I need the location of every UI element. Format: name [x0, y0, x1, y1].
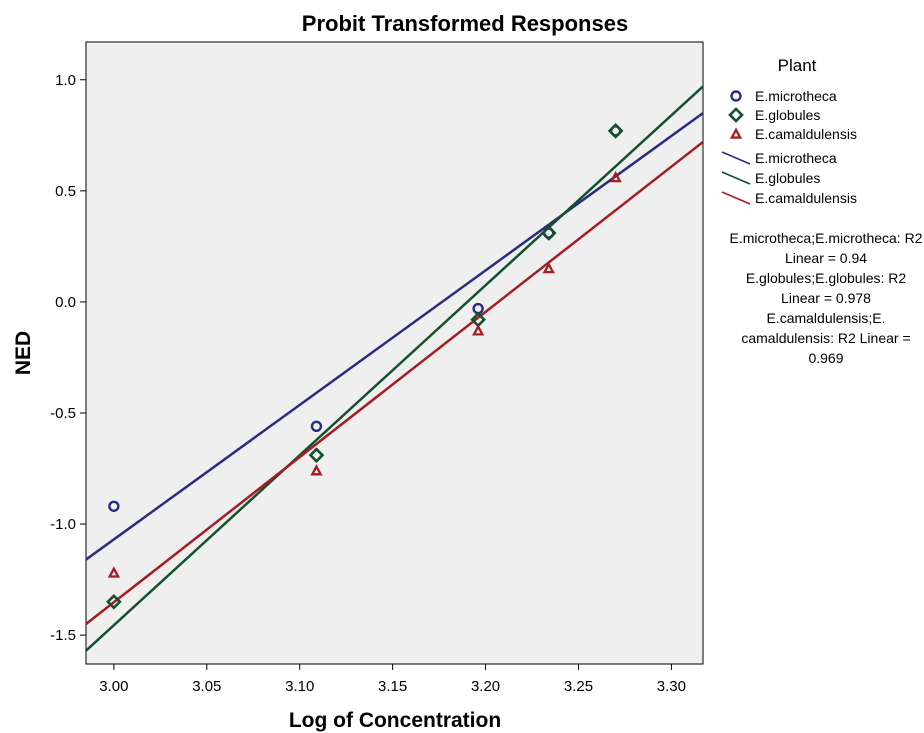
legend-line-label: E.camaldulensis: [755, 190, 857, 206]
legend-line-label: E.globules: [755, 170, 820, 186]
x-tick-label: 3.30: [657, 678, 686, 695]
legend-line-swatch: [721, 171, 751, 185]
legend-title: Plant: [778, 56, 817, 75]
legend-marker-circle: [730, 90, 742, 102]
point-ecamaldulensis: [609, 170, 622, 183]
point-ecamaldulensis: [107, 566, 121, 578]
point-ecamaldulensis: [472, 324, 485, 336]
point-eglobules: [308, 447, 325, 464]
legend-label: E.globules: [755, 107, 820, 123]
point-ecamaldulensis: [542, 261, 555, 274]
y-tick-label: -1.0: [50, 516, 76, 533]
y-tick-label: 0.5: [55, 183, 76, 200]
r2-annotation-line: Linear = 0.94: [785, 250, 867, 266]
x-tick-label: 3.25: [564, 678, 593, 695]
r2-annotation-line: Linear = 0.978: [781, 290, 871, 306]
y-axis: 1.0 0.5 0.0 -0.5 -1.0 -1.5: [50, 72, 86, 644]
y-tick-label: 0.0: [55, 294, 76, 311]
point-ecamaldulensis: [310, 464, 323, 476]
legend-line-swatch: [721, 191, 751, 205]
y-tick-label: -0.5: [50, 405, 76, 422]
x-tick-label: 3.15: [378, 678, 407, 695]
chart-title: Probit Transformed Responses: [302, 11, 628, 36]
data-points: [106, 123, 624, 610]
fit-line-eglobules: [86, 85, 703, 652]
x-tick-label: 3.20: [471, 678, 500, 695]
legend-line-swatch: [721, 151, 751, 165]
r2-annotations: E.microtheca;E.microtheca: R2 Linear = 0.…: [730, 230, 923, 366]
x-tick-label: 3.10: [285, 678, 314, 695]
r2-annotation-line: camaldulensis: R2 Linear =: [741, 330, 910, 346]
x-axis: 3.00 3.05 3.10 3.15 3.20 3.25 3.30: [99, 664, 686, 695]
point-eglobules: [607, 123, 624, 139]
point-emicrotheca: [310, 420, 323, 433]
r2-annotation-line: E.globules;E.globules: R2: [746, 270, 907, 286]
x-tick-label: 3.00: [99, 678, 128, 695]
x-tick-label: 3.05: [192, 678, 221, 695]
y-tick-label: 1.0: [55, 72, 76, 89]
x-axis-label: Log of Concentration: [289, 709, 501, 732]
fit-line-emicrotheca: [86, 112, 703, 561]
r2-annotation-line: E.microtheca;E.microtheca: R2: [730, 230, 923, 246]
legend-marker-diamond: [728, 107, 744, 123]
r2-annotation-line: 0.969: [808, 350, 843, 366]
legend-marker-triangle: [729, 127, 743, 139]
legend-line-label: E.microtheca: [755, 150, 837, 166]
plot-area: [85, 41, 704, 665]
r2-annotation-line: E.camaldulensis;E.: [766, 310, 885, 326]
point-eglobules: [540, 225, 557, 241]
legend-label: E.camaldulensis: [755, 126, 857, 142]
fit-line-ecamaldulensis: [86, 140, 703, 625]
point-emicrotheca: [108, 500, 120, 512]
y-axis-label: NED: [12, 331, 35, 375]
point-eglobules: [106, 593, 122, 610]
y-tick-label: -1.5: [50, 627, 76, 644]
fit-lines: [86, 85, 703, 652]
legend: Plant E.microtheca E.globules E.camaldulen…: [721, 56, 857, 206]
legend-label: E.microtheca: [755, 88, 837, 104]
